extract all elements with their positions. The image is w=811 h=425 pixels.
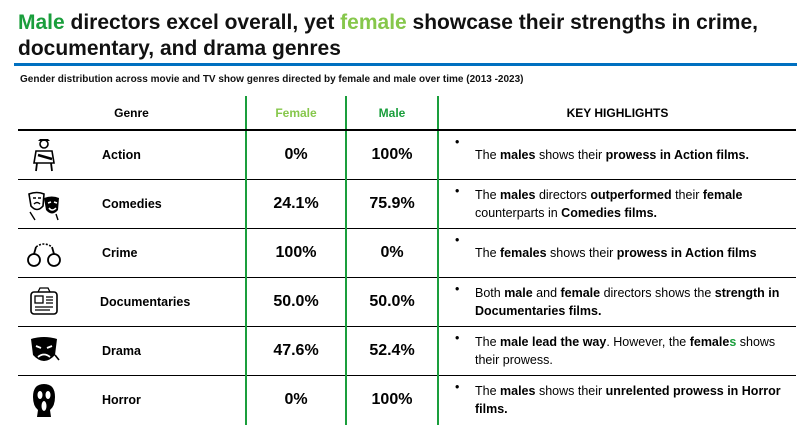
table-row: Action 0% 100% • The males shows their pr… [18,130,796,180]
male-value: 52.4% [346,326,439,376]
genre-name: Documentaries [100,295,191,309]
subtitle: Gender distribution across movie and TV … [20,74,524,85]
key-highlight: • The male lead the way. However, the fem… [438,326,796,376]
page-title: Male directors excel overall, yet female… [18,10,798,62]
title-male-word: Male [18,11,65,34]
female-value: 100% [246,228,347,278]
genre-name: Drama [102,344,141,358]
key-highlight: • The males shows their prowess in Action… [438,130,796,180]
genre-name: Action [102,148,141,162]
table-row: Documentaries 50.0% 50.0% • Both male and… [18,277,796,327]
newspaper-icon [30,287,58,315]
scream-mask-icon [33,384,55,418]
table-row: Crime 100% 0% • The females shows their p… [18,228,796,278]
header-male: Male [346,96,439,131]
male-value: 100% [346,130,439,180]
title-divider [14,63,797,66]
key-highlight: • The males directors outperformed their … [438,179,796,229]
header-key-highlights: KEY HIGHLIGHTS [438,96,796,131]
genre-name: Horror [102,393,141,408]
title-text: directors excel overall, yet [64,11,341,34]
key-highlight: • The males shows their unrelented prowes… [455,380,781,417]
table-row: Drama 47.6% 52.4% • The male lead the way… [18,326,796,376]
table-row: Horror 0% 100% • The males shows their un… [18,375,796,425]
female-value: 50.0% [246,277,347,327]
female-value: 47.6% [246,326,347,376]
header-female: Female [246,96,347,131]
title-text-end: showcase their strengths in crime, docum… [18,11,758,60]
male-value: 75.9% [346,179,439,229]
female-value: 0% [246,130,347,180]
action-figure-icon [33,139,55,172]
female-value: 0% [246,375,347,425]
female-value: 24.1% [246,179,347,229]
handcuffs-icon [27,243,61,267]
male-value: 50.0% [346,277,439,327]
title-female-word: female [340,11,407,34]
header-genre: Genre [18,96,247,131]
table-row: Comedies 24.1% 75.9% • The males director… [18,179,796,229]
comedy-masks-icon [28,191,59,221]
male-value: 100% [346,375,439,425]
genre-name: Crime [102,246,138,260]
key-highlight: • Both male and female directors shows th… [438,277,796,327]
genre-table: Genre Female Male KEY HIGHLIGHTS Action … [18,96,796,425]
table-header-row: Genre Female Male KEY HIGHLIGHTS [18,96,796,131]
drama-mask-icon [31,337,60,361]
male-value: 0% [346,228,439,278]
genre-name: Comedies [102,197,162,211]
key-highlight: • The females shows their prowess in Acti… [438,228,796,278]
